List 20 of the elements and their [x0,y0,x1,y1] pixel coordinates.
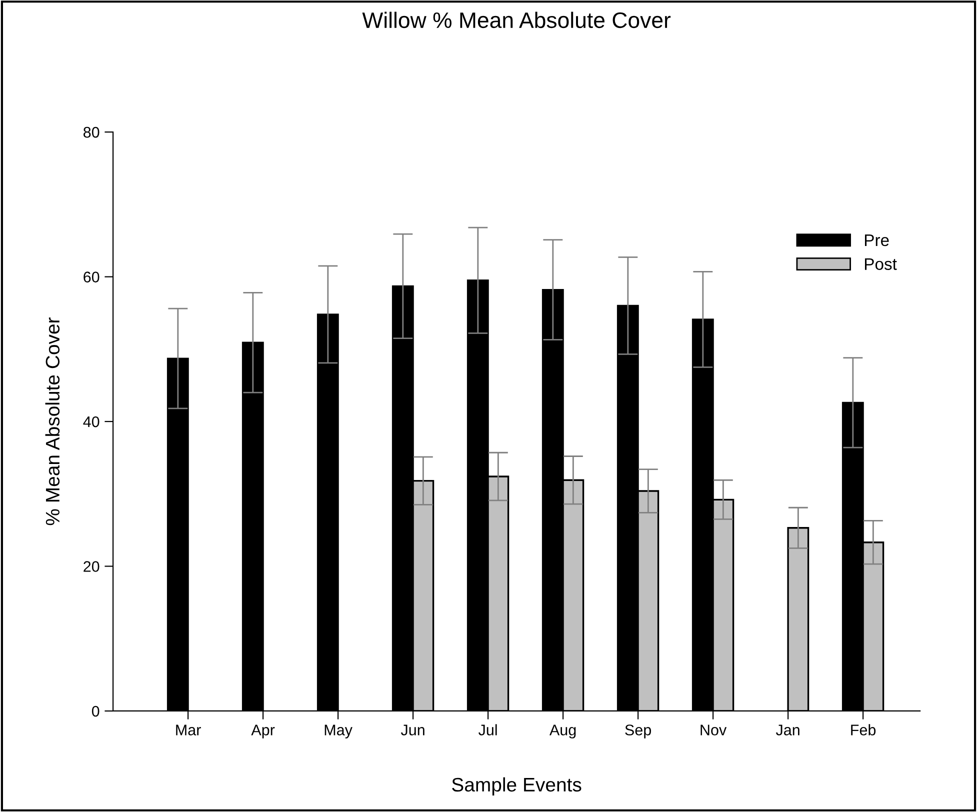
x-tick-label: Jan [776,724,800,736]
x-tick-label: Jun [400,724,424,736]
x-tick-label: Apr [251,724,275,738]
x-tick-label: Sep [625,724,651,738]
y-tick-label: 80 [84,126,100,138]
x-axis-title: Sample Events [452,777,582,796]
x-tick-label: Aug [549,724,576,738]
y-tick-label: 60 [84,272,100,282]
x-tick-label: May [324,724,352,738]
y-tick-label: 0 [92,706,100,717]
chart-title: Willow % Mean Absolute Cover [362,12,671,28]
x-tick-label: Feb [851,724,876,736]
legend-label: Pre [864,234,889,246]
legend-label: Post [864,258,897,270]
y-tick-label: 20 [84,561,100,572]
x-tick-label: Jul [478,724,497,736]
y-axis-title: % Mean Absolute Cover [45,318,60,526]
x-tick-label: Nov [700,724,727,736]
y-tick-label: 40 [83,416,100,428]
x-tick-label: Mar [176,724,201,736]
